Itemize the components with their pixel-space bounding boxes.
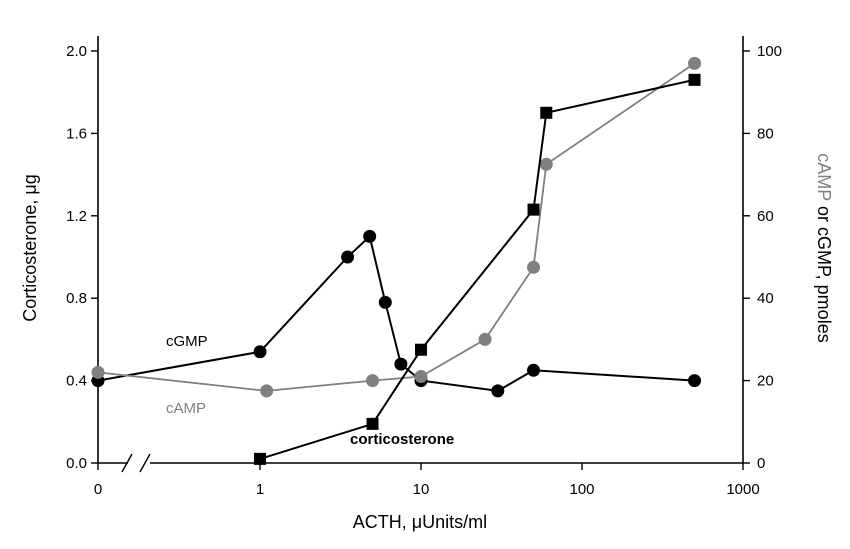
y-left-tick-label: 1.2: [66, 208, 87, 225]
data-point-corticosterone: [527, 203, 540, 216]
data-point-corticosterone: [688, 73, 701, 86]
series-line-corticosterone: [259, 78, 695, 460]
y-axis-left-title: Corticosterone, μg: [20, 174, 40, 321]
data-point-camp: [527, 260, 541, 274]
series-line-cgmp: [97, 234, 695, 392]
data-point-cgmp: [253, 345, 267, 359]
series-layer: [91, 56, 702, 465]
x-ticks: 0 1 10 100 1000: [94, 463, 760, 498]
data-point-cgmp: [527, 363, 541, 377]
data-point-camp: [260, 384, 274, 398]
y-left-ticks: 0.0 0.4 0.8 1.2 1.6 2.0: [66, 43, 98, 472]
data-point-corticosterone: [540, 106, 553, 119]
series-label-camp: cAMP: [166, 400, 206, 417]
y-left-tick-label: 2.0: [66, 43, 87, 60]
data-point-cgmp: [378, 295, 392, 309]
data-point-cgmp: [491, 384, 505, 398]
data-point-corticosterone: [366, 417, 379, 430]
data-point-corticosterone: [254, 452, 266, 465]
x-tick-label: 1000: [726, 481, 759, 498]
data-point-cgmp: [688, 374, 702, 388]
y-left-tick-label: 1.6: [66, 125, 87, 142]
data-point-camp: [91, 365, 105, 379]
data-point-cgmp: [394, 357, 408, 371]
y-axis-right-title-camp: cAMP: [814, 153, 834, 201]
data-point-cgmp: [341, 250, 355, 264]
x-axis-break: [121, 453, 151, 473]
series-label-corticosterone: corticosterone: [350, 431, 454, 448]
y-right-tick-label: 80: [757, 125, 774, 142]
y-right-tick-label: 20: [757, 373, 774, 390]
axis-break-mark: [121, 453, 133, 473]
x-tick-label: 0: [94, 481, 102, 498]
y-left-tick-label: 0.8: [66, 290, 87, 307]
x-tick-label: 10: [413, 481, 430, 498]
data-point-camp: [688, 56, 702, 70]
y-axis-right-title-rest: or cGMP, pmoles: [814, 201, 834, 343]
x-tick-label: 1: [256, 481, 264, 498]
data-point-camp: [414, 369, 428, 383]
y-right-tick-label: 40: [757, 290, 774, 307]
series-label-cgmp: cGMP: [166, 333, 208, 350]
y-axis-right-title: cAMP or cGMP, pmoles: [814, 153, 834, 342]
y-right-ticks: 0 20 40 60 80 100: [743, 43, 782, 472]
y-left-tick-label: 0.0: [66, 455, 87, 472]
x-axis-title: ACTH, μUnits/ml: [353, 512, 487, 532]
data-point-camp: [539, 157, 553, 171]
y-left-tick-label: 0.4: [66, 373, 87, 390]
axis-break-mark: [139, 453, 151, 473]
y-right-tick-label: 60: [757, 208, 774, 225]
series-line-camp: [97, 62, 696, 392]
data-point-camp: [366, 374, 380, 388]
data-point-camp: [478, 332, 492, 346]
x-tick-label: 100: [569, 481, 594, 498]
y-right-tick-label: 0: [757, 455, 765, 472]
data-point-cgmp: [363, 229, 377, 243]
y-right-tick-label: 100: [757, 43, 782, 60]
data-point-corticosterone: [415, 343, 427, 356]
